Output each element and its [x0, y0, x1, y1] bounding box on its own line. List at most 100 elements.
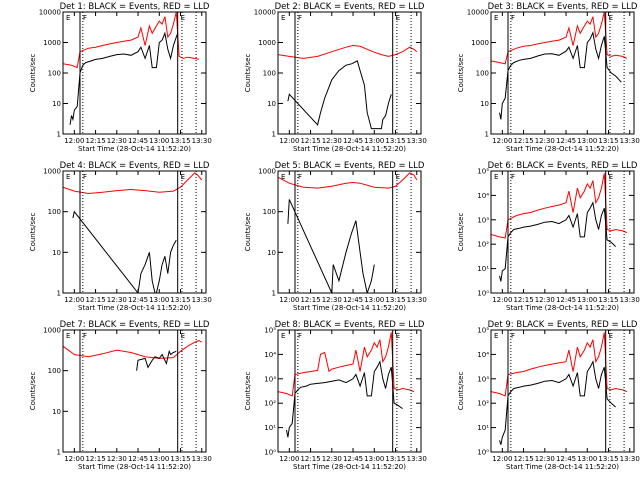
marker-label: E: [66, 332, 70, 340]
events-series-line: [72, 210, 177, 293]
plot-frame: [490, 11, 635, 135]
x-axis-label: Start Time (28-Oct-14 11:52:20): [78, 304, 191, 312]
marker-label: E: [396, 332, 400, 340]
detector-panel: Det 6: BLACK = Events, RED = LLD E F E 10⁰ 10…: [457, 161, 640, 312]
series-group: [491, 173, 628, 282]
x-tick-label: 12:45: [128, 455, 148, 463]
events-series-line: [499, 201, 616, 282]
x-tick-label: 13:00: [364, 137, 384, 145]
detector-panel: Det 4: BLACK = Events, RED = LLD E F E 1 10 10…: [29, 161, 212, 312]
x-tick-label: 13:30: [620, 137, 640, 145]
panel-title: Det 6: BLACK = Events, RED = LLD: [488, 161, 638, 171]
marker-label: E: [181, 173, 185, 181]
panel-title: Det 4: BLACK = Events, RED = LLD: [60, 161, 210, 171]
y-axis-label: Counts/sec: [457, 54, 465, 93]
plot-frame: [62, 170, 207, 294]
y-tick-label: 1000: [471, 39, 489, 47]
marker-label: E: [281, 14, 285, 22]
plot-frame: [277, 329, 422, 453]
marker-label: E: [494, 14, 498, 22]
detector-panel: Det 3: BLACK = Events, RED = LLD E F E 1 10 10…: [457, 2, 640, 153]
x-tick-label: 13:00: [149, 455, 169, 463]
y-tick-label: 10⁴: [264, 351, 276, 359]
plot-frame: [277, 170, 422, 294]
y-tick-label: 100: [263, 208, 276, 216]
x-tick-label: 13:15: [385, 455, 405, 463]
x-tick-label: 12:45: [128, 296, 148, 304]
marker-label: F: [298, 14, 302, 22]
x-tick-label: 12:15: [513, 137, 533, 145]
x-axis-label: Start Time (28-Oct-14 11:52:20): [506, 463, 619, 471]
y-tick-label: 1000: [43, 39, 61, 47]
y-axis-label: Counts/sec: [457, 372, 465, 411]
detector-panel: Det 2: BLACK = Events, RED = LLD E F E 1 10 10…: [244, 2, 427, 153]
x-tick-label: 13:15: [598, 137, 618, 145]
x-axis-label: Start Time (28-Oct-14 11:52:20): [506, 145, 619, 153]
x-axis-label: Start Time (28-Oct-14 11:52:20): [78, 463, 191, 471]
events-series-line: [499, 30, 622, 120]
y-axis-label: Counts/sec: [244, 213, 252, 252]
y-tick-label: 10⁴: [477, 351, 489, 359]
marker-label: E: [281, 332, 285, 340]
x-tick-label: 12:30: [535, 455, 555, 463]
x-tick-label: 12:45: [556, 455, 576, 463]
x-tick-label: 13:15: [598, 455, 618, 463]
y-tick-label: 100: [48, 70, 61, 78]
x-tick-label: 13:15: [598, 296, 618, 304]
y-tick-label: 10⁵: [477, 327, 489, 335]
y-tick-label: 1: [57, 290, 61, 298]
x-tick-label: 12:15: [300, 455, 320, 463]
x-tick-label: 13:00: [577, 296, 597, 304]
lld-series-line: [278, 172, 418, 189]
events-series-line: [136, 349, 177, 371]
x-axis-label: Start Time (28-Oct-14 11:52:20): [506, 304, 619, 312]
y-tick-label: 10⁵: [477, 168, 489, 176]
panel-title: Det 8: BLACK = Events, RED = LLD: [275, 320, 425, 330]
x-tick-label: 12:00: [279, 455, 299, 463]
marker-label: F: [298, 173, 302, 181]
detector-panel: Det 1: BLACK = Events, RED = LLD E F E 1 10 10…: [29, 2, 212, 153]
events-series-line: [69, 31, 179, 125]
detector-panel: Det 9: BLACK = Events, RED = LLD E F E 10⁰ 10…: [457, 320, 640, 471]
marker-label: F: [511, 332, 515, 340]
x-tick-label: 13:15: [170, 137, 190, 145]
y-tick-label: 10⁵: [264, 327, 276, 335]
y-tick-label: 10⁰: [477, 449, 489, 457]
x-tick-label: 12:00: [279, 137, 299, 145]
y-tick-label: 10³: [264, 375, 276, 383]
x-tick-label: 13:00: [149, 137, 169, 145]
y-tick-label: 1: [485, 131, 489, 139]
x-tick-label: 12:45: [343, 455, 363, 463]
x-tick-label: 12:15: [513, 455, 533, 463]
marker-label: E: [396, 14, 400, 22]
x-tick-label: 12:00: [492, 455, 512, 463]
x-tick-label: 12:00: [492, 137, 512, 145]
series-group: [278, 172, 418, 293]
x-tick-label: 13:00: [577, 137, 597, 145]
x-tick-label: 12:30: [322, 455, 342, 463]
detector-panel: Det 8: BLACK = Events, RED = LLD E F E 10⁰ 10…: [244, 320, 427, 471]
y-tick-label: 1: [57, 449, 61, 457]
y-axis-label: Counts/sec: [244, 54, 252, 93]
x-tick-label: 13:30: [192, 296, 212, 304]
x-tick-label: 13:00: [577, 455, 597, 463]
y-tick-label: 100: [48, 208, 61, 216]
y-tick-label: 100: [263, 70, 276, 78]
y-tick-label: 10²: [264, 400, 276, 408]
x-tick-label: 12:30: [322, 296, 342, 304]
y-tick-label: 10: [52, 408, 61, 416]
lld-series-line: [63, 340, 203, 359]
x-tick-label: 12:45: [343, 296, 363, 304]
y-axis-label: Counts/sec: [244, 372, 252, 411]
y-tick-label: 10000: [467, 9, 489, 17]
x-tick-label: 12:45: [556, 137, 576, 145]
series-group: [63, 12, 200, 125]
series-group: [491, 332, 628, 445]
panel-title: Det 3: BLACK = Events, RED = LLD: [488, 2, 638, 12]
plot-frame: [277, 11, 422, 135]
plot-frame: [490, 170, 635, 294]
x-tick-label: 12:00: [64, 137, 84, 145]
x-tick-label: 12:30: [107, 455, 127, 463]
y-tick-label: 10: [267, 100, 276, 108]
